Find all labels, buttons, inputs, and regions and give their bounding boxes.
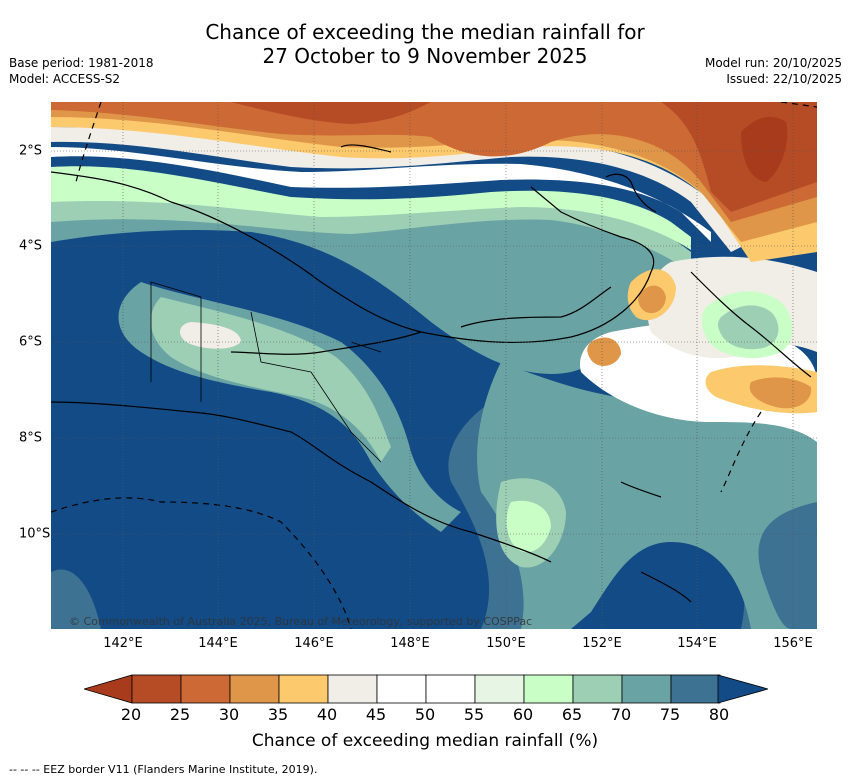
chart-title-line-2: 27 October to 9 November 2025 [262,44,588,68]
colorbar-cell-25-30 [180,674,231,704]
colorbar [84,674,768,704]
contour-30-east-spot-1 [638,285,666,314]
colorbar-cell-20-25 [131,674,182,704]
lat-tick-6s: 6°S [19,334,43,350]
colorbar-label-30: 30 [218,705,240,724]
colorbar-cell-35-40 [278,674,329,704]
lat-tick-4s: 4°S [19,238,43,254]
map-copyright: © Commonwealth of Australia 2025, Bureau… [69,615,532,628]
issued-label: Issued: 22/10/2025 [726,72,842,86]
colorbar-label-40: 40 [316,705,338,724]
rainfall-map: © Commonwealth of Australia 2025, Bureau… [51,102,817,629]
lon-tick-142: 142°E [103,636,143,651]
lon-tick-148: 148°E [390,636,430,651]
colorbar-cell-30-35 [229,674,280,704]
colorbar-cell-45-50 [376,674,427,704]
chart-title-line-1: Chance of exceeding the median rainfall … [205,20,645,44]
colorbar-cell-55-60 [474,674,525,704]
contour-75-west [51,569,101,629]
contour-35-north [51,102,817,242]
colorbar-cell-75-80 [670,674,721,704]
colorbar-label-35: 35 [267,705,289,724]
colorbar-extend-low [84,674,133,704]
colorbar-cell-40-45 [327,674,378,704]
contour-25-north [231,102,817,212]
contour-35-east-spot-2 [587,337,621,366]
contour-60-north [51,166,691,250]
contour-45-north [51,127,751,252]
colorbar-label-75: 75 [659,705,681,724]
colorbar-label-20: 20 [120,705,142,724]
colorbar-label-45: 45 [365,705,387,724]
colorbar-cell-65-70 [572,674,623,704]
lat-tick-10s: 10°S [19,526,51,542]
colorbar-cell-50-55 [425,674,476,704]
lon-tick-152: 152°E [582,636,622,651]
lon-tick-144: 144°E [198,636,238,651]
contour-30-north [51,102,817,222]
colorbar-label-60: 60 [512,705,534,724]
model-label: Model: ACCESS-S2 [9,72,121,86]
colorbar-label-25: 25 [169,705,191,724]
colorbar-label-70: 70 [610,705,632,724]
colorbar-label-65: 65 [561,705,583,724]
contour-60-south [506,500,551,553]
contour-50-north [51,147,711,242]
eez-borders [51,102,817,629]
colorbar-label-55: 55 [463,705,485,724]
contour-20-north [741,116,788,182]
lat-tick-8s: 8°S [19,430,43,446]
lon-tick-146: 146°E [294,636,334,651]
colorbar-cell-70-75 [621,674,672,704]
base-period-label: Base period: 1981-2018 [9,56,154,70]
eez-legend-note: -- -- -- EEZ border V11 (Flanders Marine… [9,763,318,776]
colorbar-label-50: 50 [414,705,436,724]
lon-tick-156: 156°E [773,636,813,651]
contour-70 [477,362,817,629]
model-run-label: Model run: 20/10/2025 [704,56,842,70]
contour-30-east-spot-3 [749,377,812,409]
contour-65-east [718,305,779,350]
coastlines [51,144,812,603]
province-borders [150,281,382,463]
colorbar-cell-60-65 [523,674,574,704]
colorbar-label-80: 80 [708,705,730,724]
lat-tick-2s: 2°S [19,143,43,159]
colorbar-extend-high [717,674,768,704]
lon-tick-150: 150°E [486,636,526,651]
contour-70-north [51,181,691,374]
map-gridlines [51,102,817,629]
lon-tick-154: 154°E [677,636,717,651]
colorbar-title: Chance of exceeding median rainfall (%) [251,731,599,751]
